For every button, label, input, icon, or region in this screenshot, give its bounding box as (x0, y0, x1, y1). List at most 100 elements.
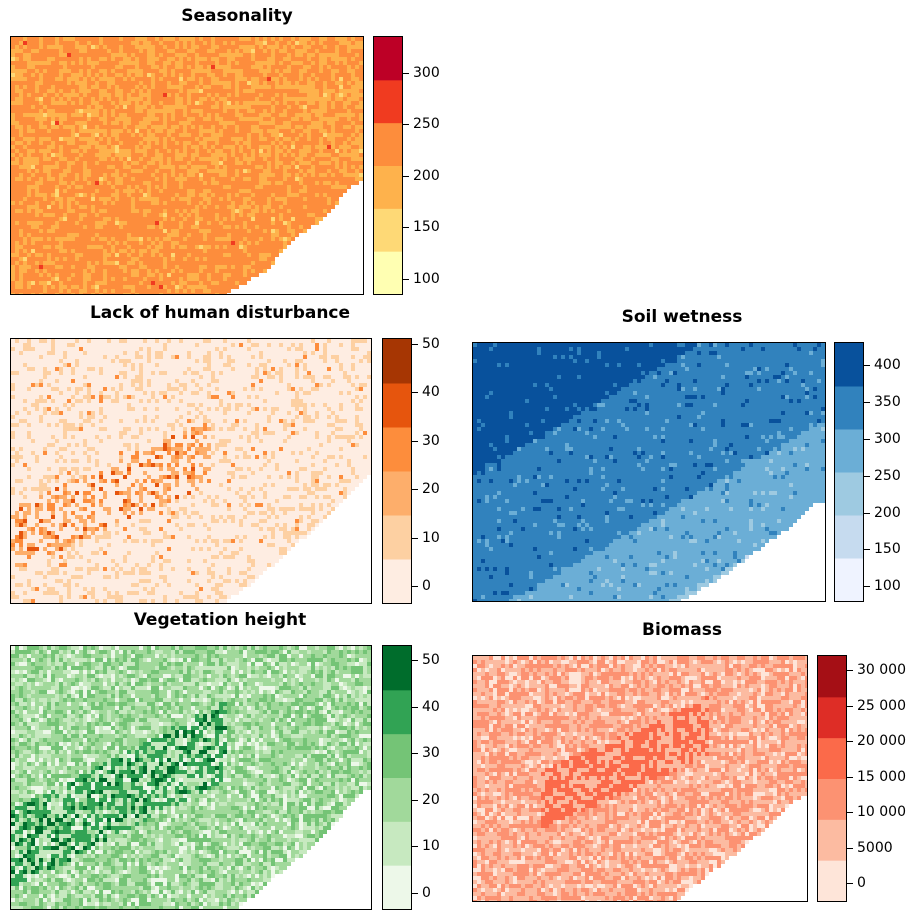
legend-swatch (835, 515, 863, 559)
legend-tick (864, 586, 870, 588)
legend-tick (412, 892, 418, 894)
legend-tick-label: 200 (874, 506, 901, 520)
legend-swatch (374, 208, 402, 252)
legend-tick-label: 25 000 (857, 699, 906, 713)
vegetation-height-legend (382, 645, 412, 910)
legend-swatch (818, 696, 846, 739)
legend-tick (847, 883, 853, 885)
legend-tick-label: 15 000 (857, 770, 906, 784)
legend-tick-label: 50 (422, 337, 440, 351)
legend-swatch (374, 122, 402, 166)
legend-tick (412, 489, 418, 491)
legend-tick (412, 799, 418, 801)
legend-swatch (374, 165, 402, 209)
seasonality-legend (373, 36, 403, 295)
human-disturbance-map (10, 338, 372, 604)
legend-swatch (383, 733, 411, 778)
legend-tick-label: 200 (413, 169, 440, 183)
biomass-title: Biomass (472, 620, 892, 640)
vegetation-height-map (10, 645, 372, 910)
legend-tick (864, 549, 870, 551)
legend-tick (412, 706, 418, 708)
legend-tick (847, 670, 853, 672)
legend-tick-label: 10 (422, 531, 440, 545)
seasonality-title: Seasonality (12, 6, 462, 26)
legend-swatch (383, 777, 411, 822)
legend-tick-label: 250 (413, 117, 440, 131)
legend-swatch (818, 778, 846, 820)
soil-wetness-map (472, 342, 826, 602)
legend-swatch (383, 646, 411, 691)
legend-swatch (818, 656, 846, 698)
legend-tick (412, 343, 418, 345)
legend-tick-label: 30 000 (857, 663, 906, 677)
human-disturbance-legend (382, 338, 412, 604)
legend-tick-label: 0 (422, 886, 431, 900)
legend-tick (403, 227, 409, 229)
legend-tick (412, 846, 418, 848)
biomass-legend (817, 655, 847, 902)
legend-tick-label: 300 (874, 432, 901, 446)
legend-swatch (383, 821, 411, 866)
legend-tick (412, 753, 418, 755)
legend-tick (847, 705, 853, 707)
legend-tick (847, 776, 853, 778)
legend-tick (864, 401, 870, 403)
legend-tick (403, 175, 409, 177)
legend-tick (412, 440, 418, 442)
legend-tick-label: 20 000 (857, 734, 906, 748)
legend-swatch (383, 515, 411, 560)
legend-swatch (818, 819, 846, 861)
legend-swatch (835, 429, 863, 473)
legend-tick-label: 30 (422, 746, 440, 760)
seasonality-map (10, 36, 364, 295)
legend-tick-label: 30 (422, 434, 440, 448)
soil-wetness-legend (834, 342, 864, 602)
legend-tick-label: 40 (422, 385, 440, 399)
legend-tick (864, 365, 870, 367)
soil-wetness-title: Soil wetness (472, 307, 892, 327)
legend-swatch (383, 471, 411, 516)
legend-swatch (835, 558, 863, 601)
legend-swatch (383, 865, 411, 909)
legend-tick (412, 392, 418, 394)
legend-swatch (835, 386, 863, 430)
legend-tick-label: 150 (874, 542, 901, 556)
legend-tick-label: 40 (422, 700, 440, 714)
human-disturbance-title: Lack of human disturbance (10, 303, 430, 323)
legend-tick (847, 847, 853, 849)
legend-tick-label: 350 (874, 395, 901, 409)
legend-swatch (374, 37, 402, 81)
legend-swatch (383, 427, 411, 472)
legend-tick-label: 50 (422, 653, 440, 667)
legend-tick-label: 5000 (857, 841, 893, 855)
legend-tick-label: 400 (874, 358, 901, 372)
vegetation-height-title: Vegetation height (10, 610, 430, 630)
legend-tick (864, 438, 870, 440)
legend-tick-label: 250 (874, 469, 901, 483)
legend-tick-label: 100 (874, 579, 901, 593)
legend-swatch (818, 860, 846, 901)
legend-swatch (835, 472, 863, 516)
legend-tick (847, 812, 853, 814)
legend-tick (412, 537, 418, 539)
legend-tick-label: 10 000 (857, 805, 906, 819)
legend-tick (864, 512, 870, 514)
legend-tick-label: 100 (413, 272, 440, 286)
legend-tick (847, 741, 853, 743)
legend-swatch (374, 79, 402, 124)
legend-tick (412, 586, 418, 588)
legend-tick-label: 10 (422, 839, 440, 853)
legend-swatch (835, 343, 863, 387)
biomass-map (472, 655, 808, 902)
legend-tick (412, 659, 418, 661)
legend-tick-label: 150 (413, 220, 440, 234)
legend-swatch (383, 383, 411, 428)
legend-swatch (374, 251, 402, 294)
legend-tick-label: 300 (413, 66, 440, 80)
legend-swatch (383, 689, 411, 735)
legend-swatch (383, 559, 411, 603)
legend-tick (403, 72, 409, 74)
legend-tick-label: 20 (422, 793, 440, 807)
legend-tick (403, 124, 409, 126)
